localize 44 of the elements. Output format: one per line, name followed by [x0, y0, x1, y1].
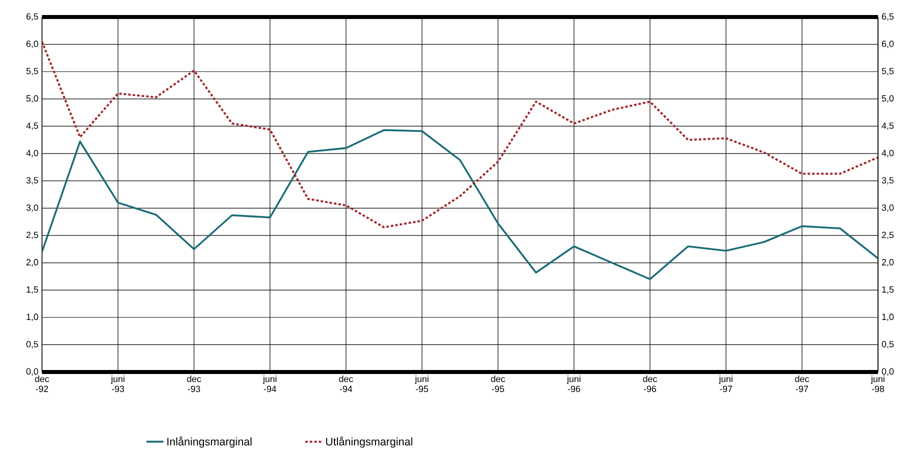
x-tick-label: juni -95 — [414, 376, 428, 392]
y-tick-label: 1,0 — [26, 314, 38, 322]
x-tick-label: juni -97 — [718, 376, 732, 392]
y-tick-label: 6,0 — [26, 40, 38, 48]
y2-tick-label: 2,5 — [882, 232, 894, 240]
y-tick-label: 3,0 — [26, 204, 38, 212]
y-tick-label: 0,5 — [26, 340, 38, 348]
x-tick-label: juni -93 — [110, 376, 124, 392]
x-tick-label: dec -96 — [643, 376, 657, 392]
x-tick-label: dec -95 — [491, 376, 505, 392]
y-tick-label: 3,5 — [26, 177, 38, 185]
x-tick-label: dec -92 — [35, 376, 49, 392]
y-tick-label: 5,0 — [26, 95, 38, 103]
x-tick-label: dec -93 — [187, 376, 201, 392]
y2-tick-label: 1,5 — [882, 286, 894, 294]
line-series — [42, 129, 878, 280]
y2-tick-label: 5,0 — [882, 95, 894, 103]
y2-tick-label: 0,0 — [882, 368, 894, 376]
y2-tick-label: 0,5 — [882, 340, 894, 348]
y2-tick-label: 4,0 — [882, 150, 894, 158]
y2-tick-label: 6,0 — [882, 40, 894, 48]
y-tick-label: 2,0 — [26, 259, 38, 266]
y2-tick-label: 2,0 — [882, 259, 894, 266]
x-tick-label: juni -96 — [566, 376, 580, 392]
y2-tick-label: 5,5 — [882, 68, 894, 76]
line-series — [42, 40, 878, 228]
y-tick-label: 4,0 — [26, 150, 38, 158]
y-tick-label: 6,5 — [26, 13, 38, 21]
x-tick-label: dec -94 — [339, 376, 353, 392]
y2-tick-label: 4,5 — [882, 122, 894, 130]
y-tick-label: 1,5 — [26, 286, 38, 294]
y2-tick-label: 3,5 — [882, 177, 894, 185]
y-tick-label: 2,5 — [26, 232, 38, 240]
legend-label: Inlåningsmarginal — [167, 436, 252, 448]
x-tick-label: juni -98 — [870, 376, 884, 392]
x-tick-label: juni -94 — [262, 376, 276, 392]
y-tick-label: 4,5 — [26, 122, 38, 130]
y-tick-label: 5,5 — [26, 68, 38, 76]
legend-label: Utlåningsmarginal — [326, 436, 412, 448]
x-tick-label: dec -97 — [795, 376, 809, 392]
y2-tick-label: 3,0 — [882, 204, 894, 212]
y-tick-label: 0,0 — [26, 368, 38, 376]
y2-tick-label: 1,0 — [882, 314, 894, 322]
y2-tick-label: 6,5 — [882, 13, 894, 21]
